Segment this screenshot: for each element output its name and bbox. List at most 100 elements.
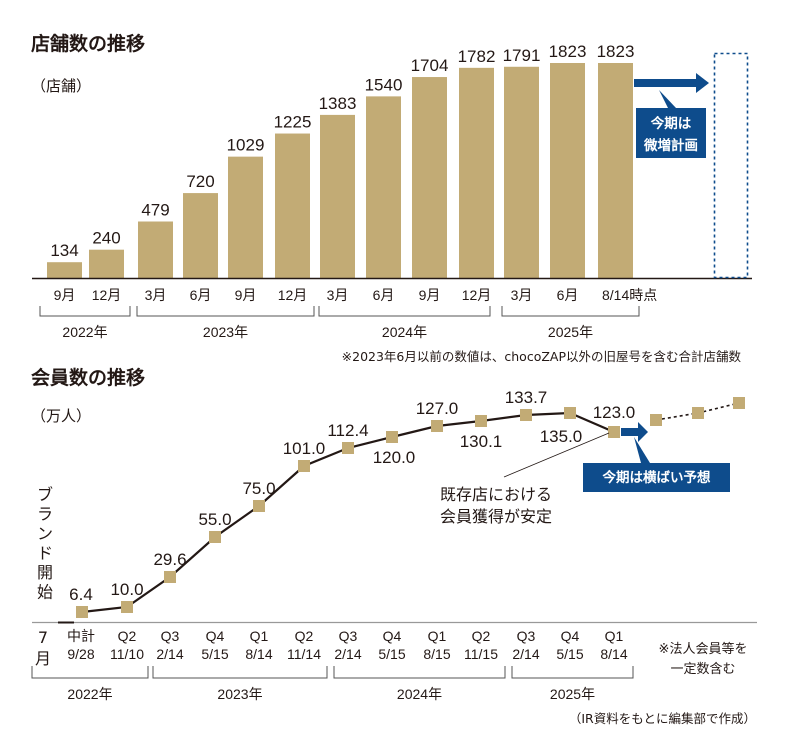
store-x-tick-label: 12月 <box>278 287 308 303</box>
store-year-label: 2024年 <box>382 324 427 340</box>
member-point <box>386 431 398 443</box>
member-year-label: 2023年 <box>217 686 262 702</box>
brand-start-char: ド <box>37 544 53 563</box>
store-bar <box>412 77 447 278</box>
member-point <box>76 606 88 618</box>
member-value-label: 123.0 <box>593 403 636 422</box>
store-year-groups: 2022年 2023年 2024年 2025年 <box>39 306 640 340</box>
member-x-tick-quarter: Q3 <box>517 628 536 644</box>
member-year-bracket <box>31 666 149 679</box>
member-x-tick-date: 5/15 <box>378 646 405 662</box>
store-callout-line2: 微増計画 <box>643 137 698 154</box>
brand-start-char: 開 <box>37 563 53 582</box>
member-point <box>298 460 310 472</box>
store-value-label: 1704 <box>411 56 449 75</box>
member-x-tick-date: 11/10 <box>110 646 144 662</box>
projection-point <box>650 414 662 426</box>
store-chart-title: 店舗数の推移 <box>31 32 145 55</box>
member-year-label: 2024年 <box>397 686 442 702</box>
member-year-label: 2025年 <box>550 686 595 702</box>
store-bar <box>459 67 494 278</box>
member-value-label: 133.7 <box>505 388 548 407</box>
member-callout-text: 今期は横ばい予想 <box>603 469 711 486</box>
store-bar <box>320 114 355 278</box>
side-note-line2: 一定数含む <box>670 661 735 677</box>
store-footnote: ※2023年6月以前の数値は、chocoZAP以外の旧屋号を含む合計店舗数 <box>342 349 742 364</box>
member-value-label: 29.6 <box>153 550 186 569</box>
store-x-tick-label: 12月 <box>92 287 122 303</box>
member-x-tick-quarter: Q4 <box>561 628 580 644</box>
member-x-tick-quarter: Q2 <box>118 628 137 644</box>
store-year-label: 2023年 <box>203 324 248 340</box>
store-bar <box>504 66 539 278</box>
member-year-label: 2022年 <box>67 686 112 702</box>
member-x-tick-date: 2/14 <box>512 646 539 662</box>
brand-start-char: ラ <box>37 505 53 524</box>
brand-start-char: 始 <box>37 583 53 602</box>
member-x-tick-quarter: Q1 <box>428 628 447 644</box>
member-chart-title: 会員数の推移 <box>31 366 145 389</box>
annotation-leader-line <box>503 432 610 478</box>
member-x-tick-date: 8/14 <box>245 646 272 662</box>
member-value-label: 101.0 <box>283 439 326 458</box>
start-tick-line1: 7 <box>38 628 48 647</box>
store-x-ticks: 9月 12月 3月 6月 9月 12月 3月 6月 9月 12月 3月 6月 8/14時点 <box>54 287 658 303</box>
member-value-label: 135.0 <box>540 427 583 446</box>
member-x-tick-quarter: Q3 <box>339 628 358 644</box>
store-bar <box>366 96 401 278</box>
member-x-tick-date: 11/14 <box>287 646 321 662</box>
store-value-label: 1225 <box>274 113 312 132</box>
store-year-bracket <box>318 306 491 317</box>
member-value-label: 127.0 <box>416 399 459 418</box>
store-value-label: 1383 <box>319 94 357 113</box>
member-point <box>475 415 487 427</box>
store-x-tick-label: 6月 <box>190 287 212 303</box>
store-year-label: 2022年 <box>62 324 107 340</box>
store-chart: 店舗数の推移 （店舗） 134 240 479 720 1029 1225 1383 1540… <box>31 32 752 364</box>
member-x-tick-date: 8/15 <box>423 646 450 662</box>
store-forecast-arrow <box>634 73 709 93</box>
source-note: （IR資料をもとに編集部で作成） <box>569 711 756 726</box>
store-value-label: 1823 <box>597 42 635 61</box>
annotation-line2: 会員獲得が安定 <box>440 507 552 526</box>
brand-start-char: ン <box>37 524 53 543</box>
store-bar <box>183 193 218 278</box>
member-value-label: 6.4 <box>69 585 93 604</box>
member-point <box>209 531 221 543</box>
store-value-label: 240 <box>92 229 120 248</box>
member-year-bracket <box>511 666 634 679</box>
store-year-label: 2025年 <box>548 324 593 340</box>
annotation-line1: 既存店における <box>440 485 552 504</box>
store-year-bracket <box>136 306 315 317</box>
store-bar <box>138 221 173 278</box>
member-x-ticks: 中計 9/28 Q2 11/10 Q3 2/14 Q4 5/15 Q1 8/14 Q2 11/14 Q3… <box>67 628 628 662</box>
store-chart-unit: （店舗） <box>31 77 91 95</box>
member-value-label: 75.0 <box>242 479 275 498</box>
member-x-tick-date: 8/14 <box>600 646 627 662</box>
store-x-tick-label: 12月 <box>462 287 492 303</box>
store-value-labels: 134 240 479 720 1029 1225 1383 1540 1704 1782 1791… <box>50 42 634 260</box>
store-value-label: 134 <box>50 241 78 260</box>
member-point <box>253 500 265 512</box>
member-value-label: 120.0 <box>373 448 416 467</box>
store-year-bracket <box>501 306 640 317</box>
brand-start-char: ブ <box>37 485 53 504</box>
store-x-tick-label: 3月 <box>327 287 349 303</box>
member-value-label: 112.4 <box>327 421 368 440</box>
member-x-tick-date: 5/15 <box>201 646 228 662</box>
store-x-tick-label: 6月 <box>557 287 579 303</box>
projection-point <box>733 397 745 409</box>
store-x-tick-label: 3月 <box>145 287 167 303</box>
member-year-groups: 2022年 2023年 2024年 2025年 <box>31 666 634 702</box>
member-x-tick-quarter: Q1 <box>605 628 624 644</box>
member-point <box>164 571 176 583</box>
member-point <box>431 420 443 432</box>
member-forecast-arrow <box>621 422 648 442</box>
member-chart-unit: （万人） <box>31 407 91 425</box>
member-value-label: 130.1 <box>460 432 503 451</box>
member-value-label: 55.0 <box>198 510 231 529</box>
store-forecast-callout: 今期は 微増計画 <box>636 90 706 158</box>
member-point <box>520 409 532 421</box>
member-point <box>121 601 133 613</box>
